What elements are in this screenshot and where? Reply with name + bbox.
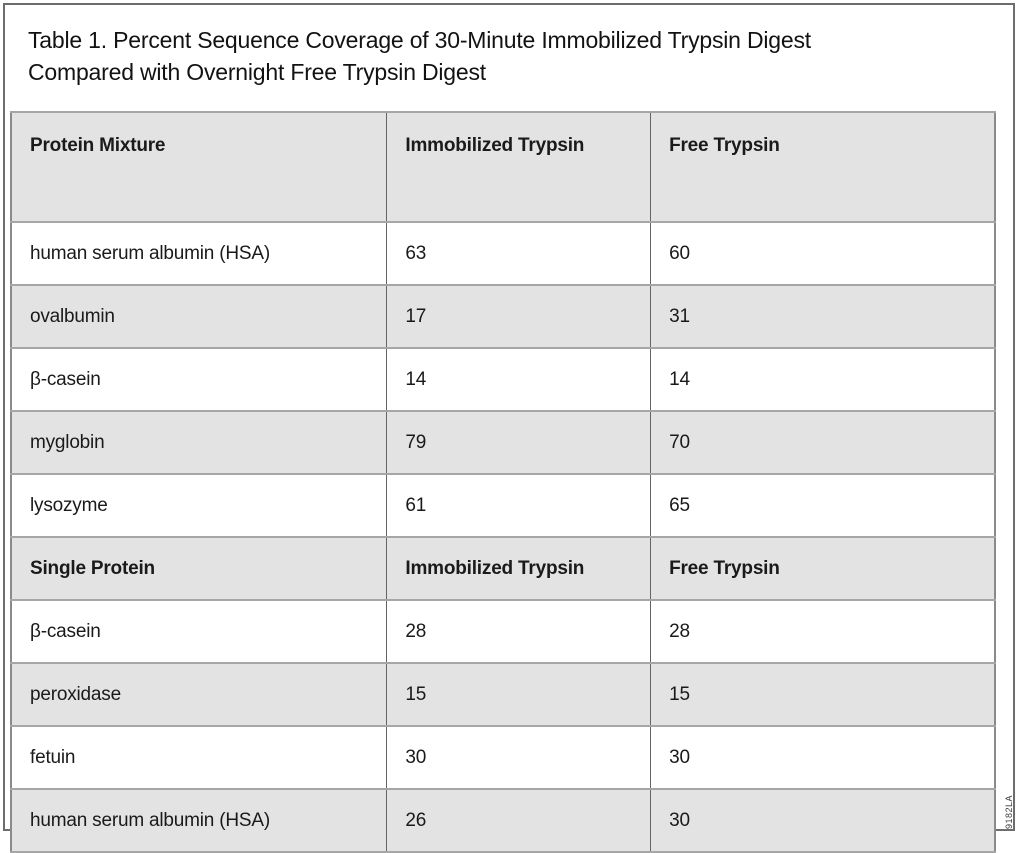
coverage-table-container: Protein Mixture Immobilized Trypsin Free… xyxy=(10,111,996,853)
free-value-cell: 14 xyxy=(650,347,996,412)
free-value-cell: 70 xyxy=(650,410,996,475)
table-row: ovalbumin 17 31 xyxy=(10,284,996,349)
column-header-protein-mixture: Protein Mixture xyxy=(10,111,388,223)
protein-name-cell: human serum albumin (HSA) xyxy=(10,221,388,286)
free-value-cell: 15 xyxy=(650,662,996,727)
table-row: fetuin 30 30 xyxy=(10,725,996,790)
immobilized-value-cell: 28 xyxy=(386,599,652,664)
table-row: peroxidase 15 15 xyxy=(10,662,996,727)
protein-name-cell: lysozyme xyxy=(10,473,388,538)
coverage-table: Protein Mixture Immobilized Trypsin Free… xyxy=(10,111,996,853)
immobilized-value-cell: 15 xyxy=(386,662,652,727)
column-header-free-trypsin: Free Trypsin xyxy=(650,111,996,223)
table-row: human serum albumin (HSA) 26 30 xyxy=(10,788,996,853)
immobilized-value-cell: 63 xyxy=(386,221,652,286)
immobilized-value-cell: 61 xyxy=(386,473,652,538)
column-header-free-trypsin: Free Trypsin xyxy=(650,536,996,601)
protein-name-cell: fetuin xyxy=(10,725,388,790)
protein-name-cell: β-casein xyxy=(10,599,388,664)
protein-name-cell: β-casein xyxy=(10,347,388,412)
table-row: β-casein 14 14 xyxy=(10,347,996,412)
free-value-cell: 31 xyxy=(650,284,996,349)
protein-name-cell: peroxidase xyxy=(10,662,388,727)
table-title: Table 1. Percent Sequence Coverage of 30… xyxy=(28,27,811,85)
immobilized-value-cell: 14 xyxy=(386,347,652,412)
protein-name-cell: human serum albumin (HSA) xyxy=(10,788,388,853)
figure-code: 9182LA xyxy=(1004,794,1014,829)
table-row: human serum albumin (HSA) 63 60 xyxy=(10,221,996,286)
table-row: lysozyme 61 65 xyxy=(10,473,996,538)
immobilized-value-cell: 17 xyxy=(386,284,652,349)
protein-name-cell: ovalbumin xyxy=(10,284,388,349)
column-header-single-protein: Single Protein xyxy=(10,536,388,601)
immobilized-value-cell: 30 xyxy=(386,725,652,790)
table-row: myglobin 79 70 xyxy=(10,410,996,475)
table-header-row-single-protein: Single Protein Immobilized Trypsin Free … xyxy=(10,536,996,601)
column-header-immobilized-trypsin: Immobilized Trypsin xyxy=(386,536,652,601)
free-value-cell: 30 xyxy=(650,788,996,853)
table-header-row-protein-mixture: Protein Mixture Immobilized Trypsin Free… xyxy=(10,111,996,223)
table-row: β-casein 28 28 xyxy=(10,599,996,664)
free-value-cell: 30 xyxy=(650,725,996,790)
column-header-immobilized-trypsin: Immobilized Trypsin xyxy=(386,111,652,223)
protein-name-cell: myglobin xyxy=(10,410,388,475)
immobilized-value-cell: 26 xyxy=(386,788,652,853)
table-figure-page: { "title": "Table 1. Percent Sequence Co… xyxy=(3,3,1015,853)
free-value-cell: 65 xyxy=(650,473,996,538)
immobilized-value-cell: 79 xyxy=(386,410,652,475)
free-value-cell: 60 xyxy=(650,221,996,286)
free-value-cell: 28 xyxy=(650,599,996,664)
